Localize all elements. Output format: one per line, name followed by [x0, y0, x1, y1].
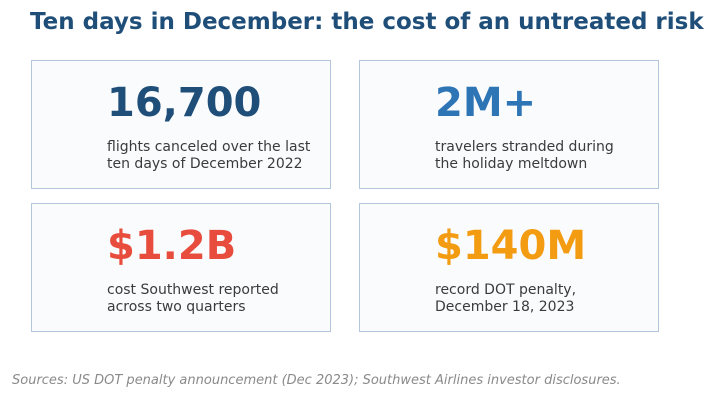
stat-description-line: travelers stranded during [435, 139, 614, 155]
stat-description: record DOT penalty, December 18, 2023 [435, 282, 576, 316]
stat-value: 2M+ [435, 80, 537, 126]
stat-description: cost Southwest reported across two quart… [107, 282, 279, 316]
stat-card-flights-canceled: 16,700 flights canceled over the last te… [31, 60, 331, 189]
stat-description: flights canceled over the last ten days … [107, 139, 310, 173]
stat-description-line: ten days of December 2022 [107, 156, 303, 172]
stat-card-cost-reported: $1.2B cost Southwest reported across two… [31, 203, 331, 332]
stat-value: $140M [435, 223, 587, 269]
source-note: Sources: US DOT penalty announcement (De… [12, 373, 621, 388]
stat-description-line: record DOT penalty, [435, 282, 577, 298]
stat-description-line: across two quarters [107, 299, 246, 315]
stat-description-line: December 18, 2023 [435, 299, 575, 315]
stat-description-line: the holiday meltdown [435, 156, 588, 172]
stat-card-travelers-stranded: 2M+ travelers stranded during the holida… [359, 60, 659, 189]
page-title: Ten days in December: the cost of an unt… [30, 9, 704, 35]
stat-description: travelers stranded during the holiday me… [435, 139, 614, 173]
stat-description-line: flights canceled over the last [107, 139, 311, 155]
stat-card-dot-penalty: $140M record DOT penalty, December 18, 2… [359, 203, 659, 332]
stat-value: 16,700 [107, 80, 262, 126]
stat-value: $1.2B [107, 223, 237, 269]
stat-description-line: cost Southwest reported [107, 282, 279, 298]
